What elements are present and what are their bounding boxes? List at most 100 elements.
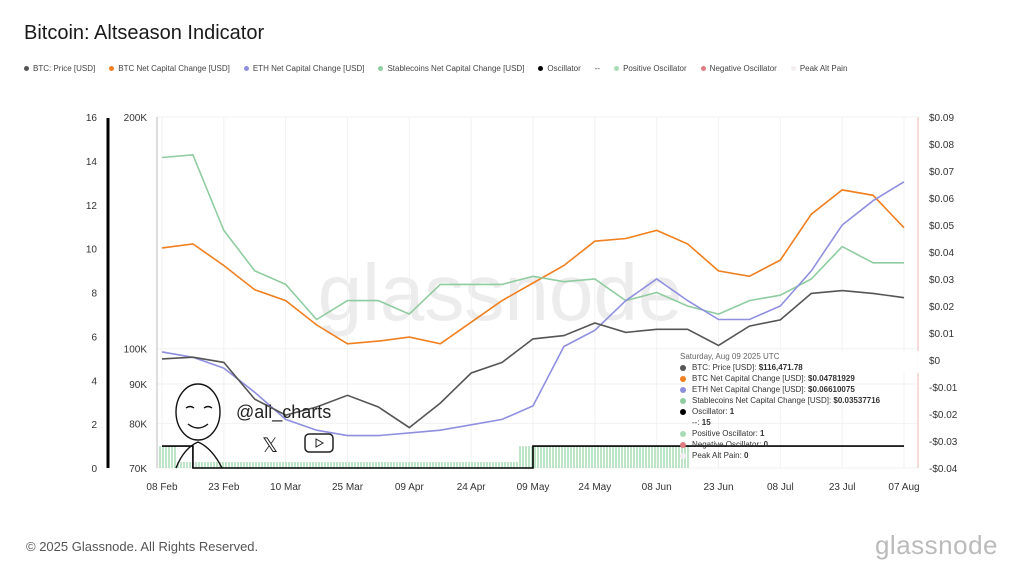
legend-dot-icon [538,66,544,72]
legend-item[interactable]: Peak Alt Pain [790,64,847,73]
tooltip-value: 0 [763,440,769,449]
youtube-icon [304,433,334,453]
price-tick-label: 90K [129,380,147,391]
x-tick-label: 24 Apr [457,482,487,493]
series-line-btc-price-usd- [161,289,905,429]
tooltip-row: Peak Alt Pain: 0 [680,450,920,461]
x-tick-label: 07 Aug [888,482,919,493]
x-tick-label: 08 Jun [642,482,672,493]
legend-dot-icon [700,66,706,72]
tooltip-value: $0.04781929 [808,374,855,383]
tooltip-date: Saturday, Aug 09 2025 UTC [680,352,780,361]
legend-item[interactable]: Oscillator [538,64,581,73]
tooltip-value: 15 [701,418,711,427]
tooltip-row: Stablecoins Net Capital Change [USD]: $0… [680,395,920,406]
series-dot-icon [680,386,686,393]
ali-charts-avatar-icon [175,383,223,469]
x-tick-label: 10 Mar [270,482,302,493]
legend-dot-icon [614,66,620,72]
legend-item[interactable]: Stablecoins Net Capital Change [USD] [378,64,524,73]
left-tick-label: 14 [86,157,98,168]
tooltip: Saturday, Aug 09 2025 UTC BTC: Price [US… [680,351,920,460]
handle-label: @ali_charts [236,402,331,423]
x-tick-label: 08 Feb [146,482,178,493]
tooltip-value: 1 [729,407,735,416]
price-tick-label: 100K [124,345,148,356]
legend-label: BTC Net Capital Change [USD] [118,64,230,73]
x-tick-label: 23 Jun [703,482,733,493]
legend-label: Stablecoins Net Capital Change [USD] [387,64,525,73]
left-tick-label: 16 [86,113,98,124]
legend-dot-icon [243,66,249,72]
legend-dot-icon [24,66,29,72]
series-dot-icon [680,430,686,437]
tooltip-value: $0.06610075 [808,385,855,394]
left-tick-label: 8 [91,289,97,300]
price-tick-label: 200K [124,113,148,124]
series-line-oscillator [162,445,904,469]
left-tick-label: 6 [91,332,97,343]
right-tick-label: $0.03 [929,275,954,286]
legend-item[interactable]: -- [595,64,600,73]
right-tick-label: $0.01 [929,329,954,340]
series-dot-icon [680,375,686,382]
right-tick-label: $0.02 [929,302,954,313]
tooltip-label: BTC Net Capital Change [USD]: [692,374,809,383]
right-tick-label: $0.04 [929,248,954,259]
left-tick-label: 0 [91,464,97,475]
x-tick-label: 25 Mar [332,482,364,493]
watermark: glassnode [318,248,683,337]
series-line-eth-net-capital-change-usd- [161,181,905,437]
left-tick-label: 12 [86,201,98,212]
right-tick-label: $0.05 [929,221,954,232]
right-tick-label: $0.09 [929,113,954,124]
legend-item[interactable]: BTC Net Capital Change [USD] [109,64,230,73]
right-tick-label: -$0.03 [929,437,958,448]
series-dot-icon [680,364,686,371]
chart: glassnode 08 Feb 23 Feb 10 Mar 25 Mar 09 Apr… [86,113,958,493]
left-tick-label: 10 [86,245,98,256]
right-tick-label: -$0.04 [929,464,958,475]
legend-item[interactable]: BTC: Price [USD] [24,64,95,73]
tooltip-label: Positive Oscillator: [692,429,761,438]
x-tick-label: 24 May [578,482,611,493]
tooltip-row: ETH Net Capital Change [USD]: $0.0661007… [680,384,920,395]
tooltip-label: ETH Net Capital Change [USD]: [692,385,809,394]
legend-dot-icon [109,66,115,72]
right-tick-label: $0.08 [929,140,954,151]
legend-label: BTC: Price [USD] [33,64,96,73]
price-tick-label: 80K [129,419,147,430]
series-line-stablecoins-net-capital-change-usd- [161,153,904,321]
price-tick-label: 70K [129,464,147,475]
right-tick-label: $0 [929,356,941,367]
tooltip-label: Oscillator: [692,407,730,416]
legend-item[interactable]: ETH Net Capital Change [USD] [243,64,364,73]
right-tick-label: $0.06 [929,194,954,205]
x-tick-label: 08 Jul [767,482,794,493]
legend-item[interactable]: Positive Oscillator [614,64,687,73]
tooltip-value: 1 [760,429,765,438]
series-dot-icon [680,452,686,459]
tooltip-label: Peak Alt Pain: [692,451,745,460]
legend-dot-icon [790,66,796,72]
series-dot-icon [680,420,686,426]
x-tick-label: 23 Jul [829,482,856,493]
right-tick-label: -$0.01 [929,383,958,394]
copyright: © 2025 Glassnode. All Rights Reserved. [26,539,259,554]
x-tick-label: 23 Feb [208,482,240,493]
chart-title: Bitcoin: Altseason Indicator [24,22,265,44]
legend-dot-icon [378,66,384,72]
right-tick-label: $0.07 [929,167,954,178]
tooltip-row: Positive Oscillator: 1 [680,428,920,439]
legend-label: -- [594,64,601,73]
tooltip-row: BTC: Price [USD]: $116,471.78 [680,362,920,373]
series-dot-icon [680,408,686,415]
x-icon: 𝕏 [262,435,278,457]
tooltip-row: Negative Oscillator: 0 [680,439,920,450]
left-tick-label: 4 [91,376,97,387]
tooltip-value: $0.03537716 [833,396,881,405]
legend: BTC: Price [USD] BTC Net Capital Change [… [24,64,847,73]
tooltip-value: 0 [744,451,749,460]
legend-item[interactable]: Negative Oscillator [700,64,777,73]
left-tick-label: 2 [91,420,97,431]
